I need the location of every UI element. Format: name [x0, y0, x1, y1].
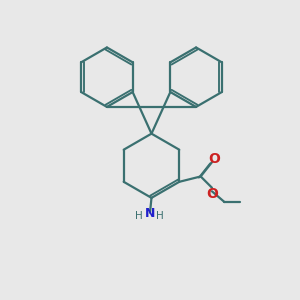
Text: O: O — [208, 152, 220, 166]
Text: N: N — [145, 207, 155, 220]
Text: H: H — [135, 211, 142, 221]
Text: H: H — [156, 211, 164, 221]
Text: O: O — [207, 187, 218, 201]
